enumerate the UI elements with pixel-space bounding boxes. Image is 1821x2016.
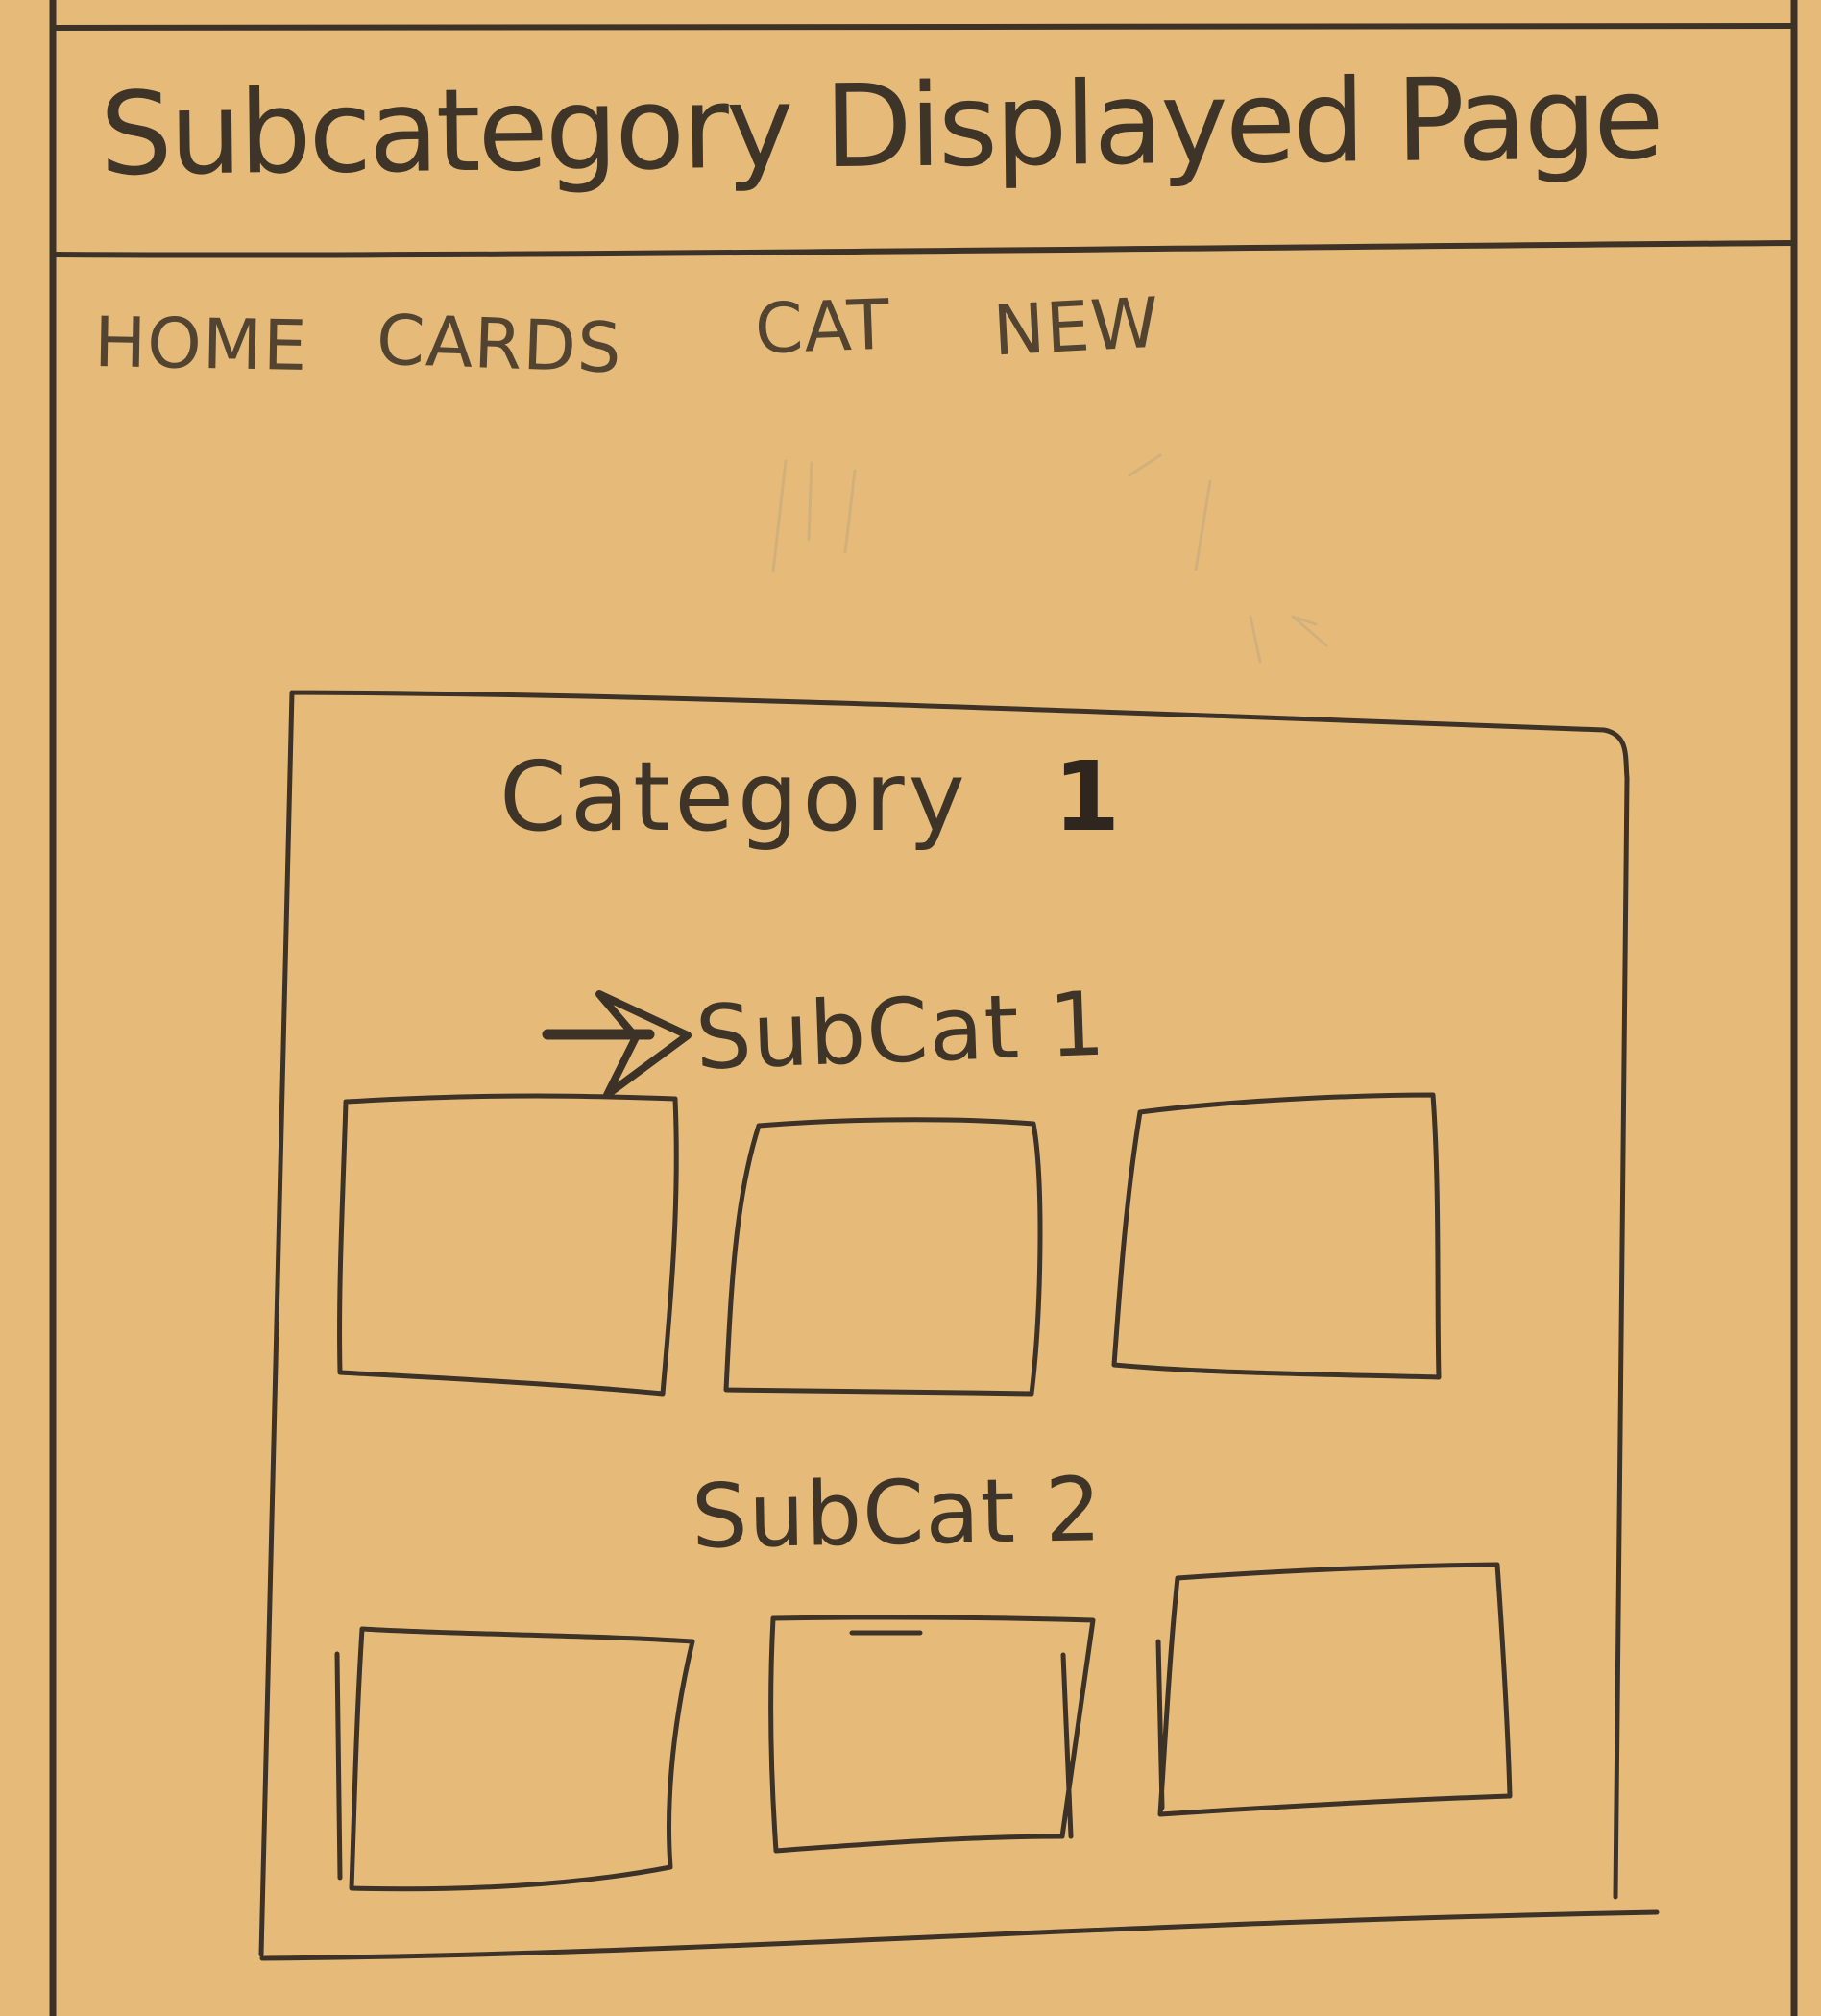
card-sketch-5 <box>768 1615 1096 1854</box>
card-sketch-6 <box>1155 1562 1513 1817</box>
nav-new[interactable]: NEW <box>990 281 1162 372</box>
card-sketch-1 <box>337 1093 679 1397</box>
subcat-1-label: SubCat 1 <box>693 972 1108 1090</box>
category-title: Category 1 <box>499 749 1124 845</box>
faint-erased-mark-1 <box>771 453 1212 573</box>
nav-cards[interactable]: CARDS <box>375 299 624 389</box>
category-panel <box>258 690 1660 1961</box>
card-sketch-4 <box>334 1626 695 1892</box>
category-number: 1 <box>1053 741 1125 853</box>
subcat-2-label: SubCat 2 <box>691 1458 1104 1568</box>
outer-frame <box>49 0 1798 2016</box>
subcat-1-arrow-head <box>595 990 692 1099</box>
nav-cat[interactable]: CAT <box>753 283 892 370</box>
card-sketch-3 <box>1111 1092 1442 1380</box>
nav-home[interactable]: HOME <box>93 302 309 386</box>
category-title-text: Category <box>499 741 969 853</box>
faint-erased-mark-2 <box>1249 615 1328 664</box>
header-bottom-line <box>50 240 1797 258</box>
page-title: Subcategory Displayed Page <box>99 52 1663 202</box>
header-top-line <box>50 20 1797 31</box>
card-sketch-2 <box>723 1117 1043 1397</box>
